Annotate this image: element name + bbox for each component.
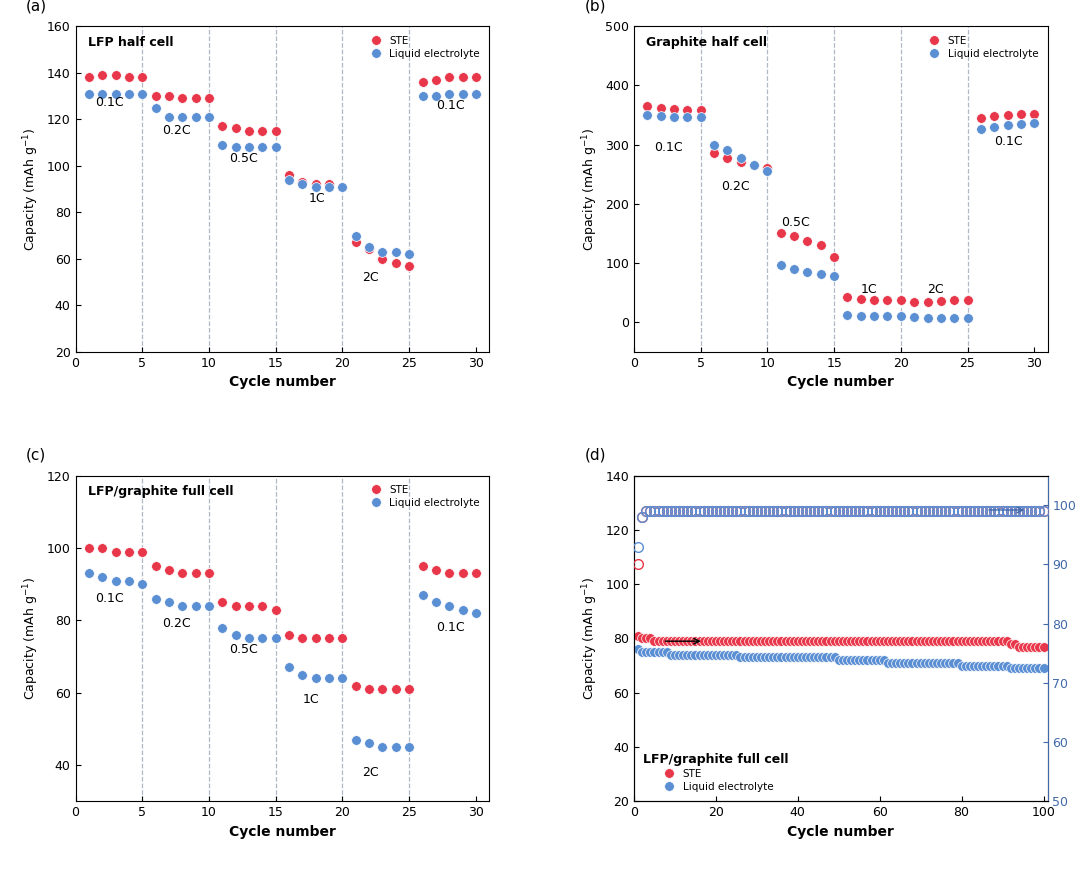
Text: (c): (c) [26,448,46,463]
Text: (a): (a) [26,0,48,13]
Text: Graphite half cell: Graphite half cell [647,36,768,49]
Y-axis label: Capacity (mAh g$^{-1}$): Capacity (mAh g$^{-1}$) [22,127,41,251]
Text: 0.1C: 0.1C [96,97,124,110]
Text: LFP/graphite full cell: LFP/graphite full cell [87,485,233,498]
X-axis label: Cycle number: Cycle number [229,825,336,839]
Text: 2C: 2C [363,766,379,779]
Y-axis label: Capacity (mAh g$^{-1}$): Capacity (mAh g$^{-1}$) [580,577,599,700]
Legend: STE, Liquid electrolyte: STE, Liquid electrolyte [639,748,793,796]
Text: LFP half cell: LFP half cell [87,36,174,49]
Legend: STE, Liquid electrolyte: STE, Liquid electrolyte [361,481,484,512]
Text: 0.1C: 0.1C [436,621,464,634]
Legend: STE, Liquid electrolyte: STE, Liquid electrolyte [361,31,484,63]
Text: (d): (d) [584,448,606,463]
Text: 0.1C: 0.1C [995,135,1023,148]
Y-axis label: Capacity (mAh g$^{-1}$): Capacity (mAh g$^{-1}$) [22,577,41,700]
Text: 0.2C: 0.2C [162,618,191,631]
Text: (b): (b) [584,0,606,13]
Text: 0.5C: 0.5C [229,152,258,165]
Legend: STE, Liquid electrolyte: STE, Liquid electrolyte [919,31,1042,63]
Y-axis label: Capacity (mAh g$^{-1}$): Capacity (mAh g$^{-1}$) [580,127,599,251]
Text: 2C: 2C [363,271,379,284]
X-axis label: Cycle number: Cycle number [229,375,336,389]
X-axis label: Cycle number: Cycle number [787,375,894,389]
Text: 0.1C: 0.1C [96,592,124,605]
Text: 0.1C: 0.1C [436,98,464,111]
Text: 1C: 1C [861,283,877,296]
Text: 0.5C: 0.5C [781,216,810,229]
X-axis label: Cycle number: Cycle number [787,825,894,839]
Text: 1C: 1C [302,693,319,706]
Text: 0.2C: 0.2C [162,125,191,138]
Text: 1C: 1C [309,192,326,205]
Text: 0.5C: 0.5C [229,643,258,656]
Text: 0.2C: 0.2C [720,179,750,192]
Text: 2C: 2C [928,283,944,296]
Text: 0.1C: 0.1C [654,141,683,154]
